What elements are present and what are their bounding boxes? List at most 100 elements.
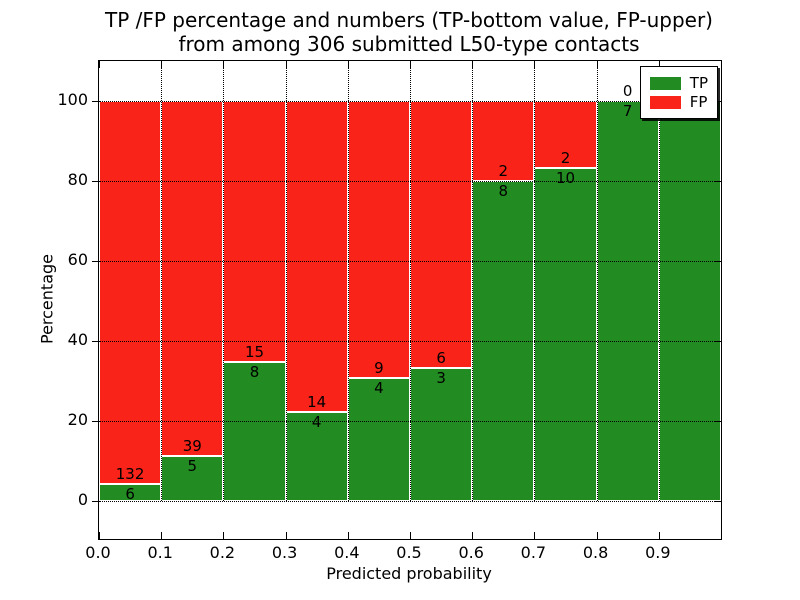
tp-count-label: 4 bbox=[374, 378, 384, 397]
x-gridline bbox=[658, 61, 660, 501]
bar-tp-segment bbox=[596, 101, 659, 501]
x-tick-label: 0.8 bbox=[582, 543, 609, 562]
x-gridline bbox=[410, 61, 411, 501]
x-tickmark-top bbox=[658, 61, 660, 68]
x-tick-label: 0.6 bbox=[458, 543, 484, 562]
x-tickmark-top bbox=[161, 61, 163, 68]
fp-count-label: 0 bbox=[622, 82, 633, 100]
tp-swatch bbox=[649, 76, 681, 90]
x-gridline bbox=[596, 61, 598, 501]
x-gridline bbox=[347, 61, 349, 501]
tp-count-label: 7 bbox=[622, 102, 633, 120]
fp-swatch bbox=[649, 95, 681, 109]
fp-count-label: 39 bbox=[182, 436, 202, 455]
x-tickmark-top bbox=[472, 61, 474, 68]
x-tickmark-bottom bbox=[596, 532, 598, 539]
tp-count-label: 3 bbox=[436, 368, 446, 387]
x-tick-label: 0.7 bbox=[520, 543, 547, 562]
y-tick-label: 60 bbox=[67, 250, 88, 269]
y-tickmark-left bbox=[92, 181, 99, 182]
legend-item-tp: TP bbox=[649, 74, 708, 92]
x-tickmark-top bbox=[285, 61, 287, 68]
y-tickmark-left bbox=[92, 261, 99, 262]
legend: TP FP bbox=[639, 66, 718, 119]
tp-count-label: 4 bbox=[311, 413, 322, 432]
bar-tp-segment bbox=[223, 361, 286, 501]
x-tick-label: 0.3 bbox=[271, 543, 298, 562]
x-tickmark-top bbox=[347, 61, 349, 68]
chart-title-line1: TP /FP percentage and numbers (TP-bottom… bbox=[105, 8, 713, 32]
bar-fp-segment bbox=[161, 101, 224, 456]
fp-count-label: 14 bbox=[307, 393, 327, 412]
x-tickmark-bottom bbox=[161, 532, 163, 539]
bar-tp-segment bbox=[534, 167, 597, 501]
legend-label-tp: TP bbox=[689, 74, 708, 92]
x-tickmark-bottom bbox=[472, 532, 474, 539]
x-gridline bbox=[161, 61, 163, 501]
x-tick-label: 0.1 bbox=[147, 543, 173, 562]
x-tickmark-bottom bbox=[223, 532, 225, 539]
y-tickmark-right bbox=[714, 421, 721, 422]
chart-title: TP /FP percentage and numbers (TP-bottom… bbox=[98, 8, 720, 56]
y-gridline bbox=[99, 501, 721, 502]
x-tickmark-top bbox=[534, 61, 536, 68]
x-tickmark-bottom bbox=[285, 532, 287, 539]
bar-tp-segment bbox=[99, 483, 162, 501]
bar-tp-segment bbox=[161, 455, 224, 501]
fp-count-label: 15 bbox=[244, 342, 265, 361]
bar-fp-segment bbox=[285, 101, 348, 413]
tp-count-label: 8 bbox=[498, 182, 509, 200]
bar-fp-segment bbox=[347, 101, 410, 378]
x-gridline bbox=[472, 61, 474, 501]
y-tickmark-left bbox=[92, 421, 99, 422]
y-tickmark-left bbox=[92, 341, 99, 342]
x-tick-label: 0.9 bbox=[645, 543, 671, 562]
fp-count-label: 6 bbox=[436, 348, 446, 367]
y-tickmark-right bbox=[714, 501, 721, 502]
tp-count-label: 6 bbox=[125, 484, 135, 503]
y-tick-label: 40 bbox=[67, 330, 88, 349]
legend-item-fp: FP bbox=[649, 93, 708, 111]
bar-tp-segment bbox=[410, 367, 473, 501]
tp-count-label: 10 bbox=[555, 168, 576, 187]
bar-tp-segment bbox=[658, 101, 721, 501]
bar-tp-segment bbox=[285, 412, 348, 501]
x-tick-label: 0.2 bbox=[209, 543, 236, 562]
y-tickmark-right bbox=[714, 341, 721, 342]
legend-label-fp: FP bbox=[689, 93, 708, 111]
bar-fp-segment bbox=[99, 101, 162, 484]
x-tickmark-top bbox=[410, 61, 411, 68]
y-tickmark-right bbox=[714, 261, 721, 262]
x-axis-label: Predicted probability bbox=[326, 564, 492, 583]
plot-area: TP FP 132639515814494632821007032 bbox=[92, 60, 722, 540]
x-tickmark-bottom bbox=[658, 532, 660, 539]
x-tick-label: 0.5 bbox=[396, 543, 422, 562]
fp-count-label: 9 bbox=[374, 358, 384, 377]
y-tickmark-left bbox=[92, 501, 99, 502]
chart-title-line2: from among 306 submitted L50-type contac… bbox=[178, 32, 640, 56]
bar-tp-segment bbox=[347, 377, 410, 501]
fp-count-label: 132 bbox=[115, 464, 145, 483]
fp-count-label: 2 bbox=[498, 162, 509, 180]
x-gridline bbox=[285, 61, 287, 501]
x-tickmark-bottom bbox=[534, 532, 536, 539]
x-gridline bbox=[534, 61, 536, 501]
x-tickmark-top bbox=[596, 61, 598, 68]
x-tick-label: 0.4 bbox=[334, 543, 360, 562]
tp-count-label: 5 bbox=[187, 456, 198, 475]
x-gridline bbox=[223, 61, 225, 501]
fp-count-label: 2 bbox=[560, 148, 571, 167]
y-tick-label: 80 bbox=[67, 170, 88, 189]
y-tickmark-left bbox=[92, 101, 99, 102]
x-tick-label: 0.0 bbox=[85, 543, 111, 562]
bar-fp-segment bbox=[410, 101, 473, 368]
x-tickmark-bottom bbox=[99, 532, 100, 539]
y-tickmark-right bbox=[714, 181, 721, 182]
y-tick-label: 100 bbox=[57, 90, 88, 109]
y-tick-label: 20 bbox=[67, 410, 88, 429]
x-tickmark-bottom bbox=[410, 532, 411, 539]
x-tickmark-top bbox=[99, 61, 100, 68]
x-tickmark-top bbox=[223, 61, 225, 68]
tp-count-label: 8 bbox=[249, 362, 260, 381]
